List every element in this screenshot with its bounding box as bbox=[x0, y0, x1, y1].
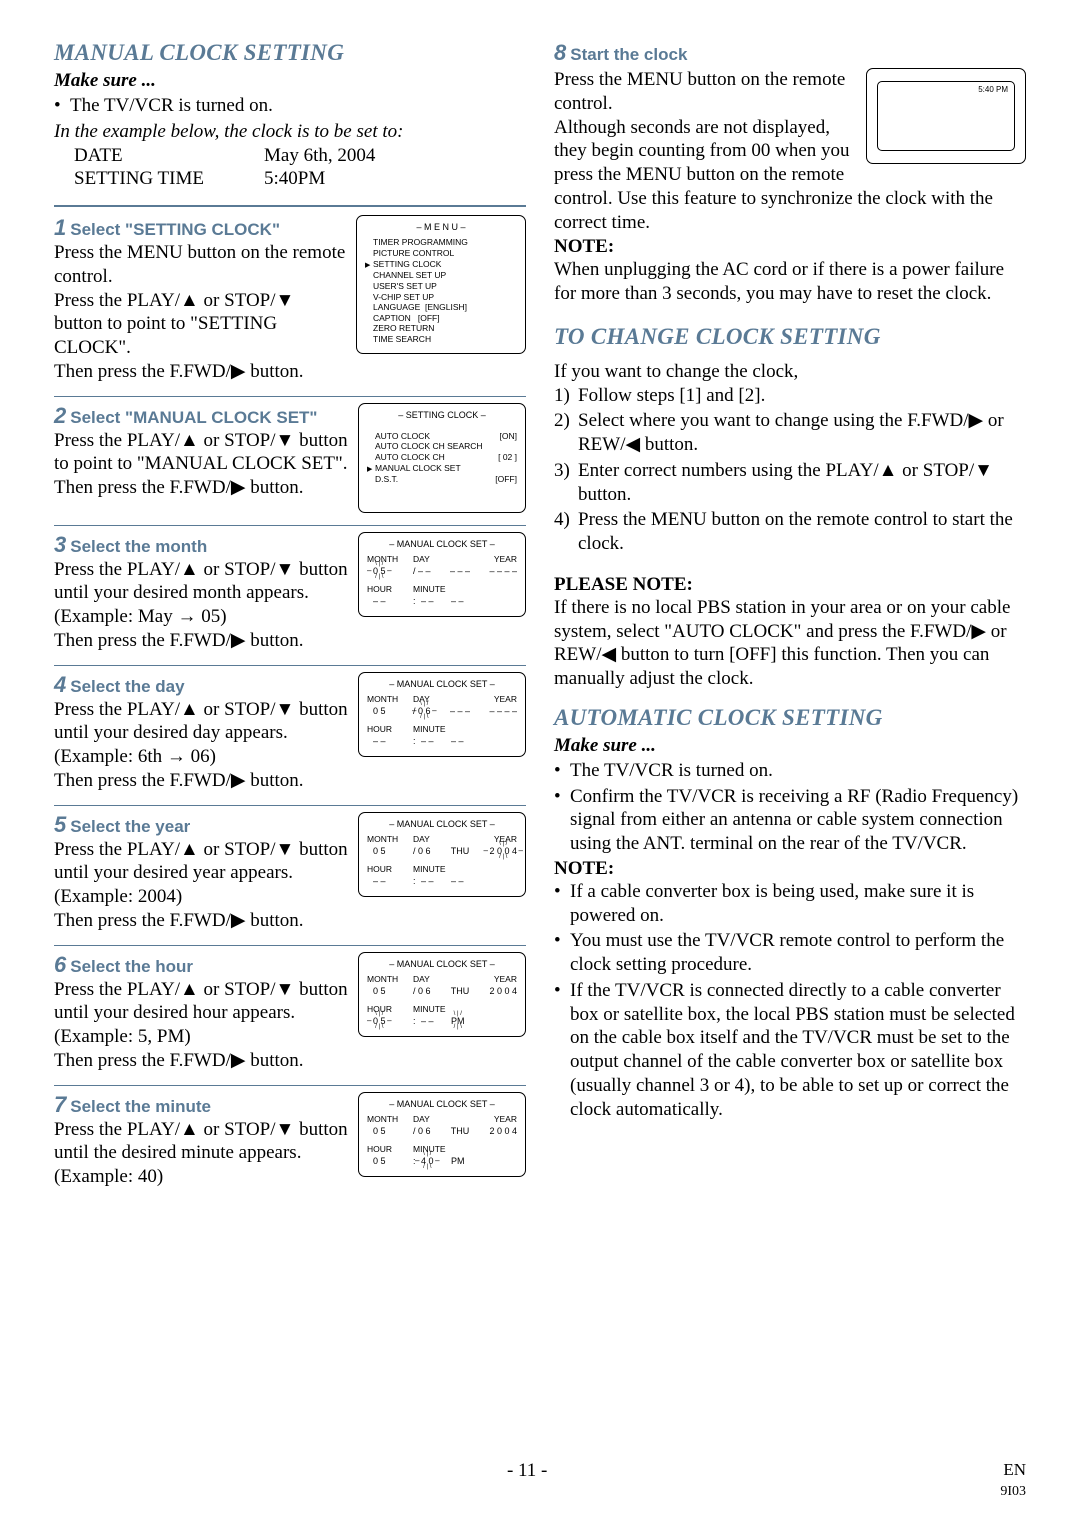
manual-clock-screen: – MANUAL CLOCK SET –MONTHDAYYEAR0 5/ 0 6… bbox=[358, 672, 526, 757]
manual-clock-screen: – MANUAL CLOCK SET –MONTHDAYYEAR0 5/ 0 6… bbox=[358, 952, 526, 1037]
step-label-8: Start the clock bbox=[570, 45, 687, 64]
auto-bullet-1: •The TV/VCR is turned on. bbox=[554, 759, 1026, 783]
note2-bullet-b: •You must use the TV/VCR remote control … bbox=[554, 929, 1026, 977]
step1-l1: Press the MENU button on the remote cont… bbox=[54, 241, 346, 289]
change-steps: 1)Follow steps [1] and [2]. 2)Select whe… bbox=[554, 384, 1026, 556]
step-num-1: 1 bbox=[54, 215, 66, 241]
note-heading: NOTE: bbox=[554, 236, 1026, 258]
change-intro: If you want to change the clock, bbox=[554, 360, 1026, 384]
example-intro: In the example below, the clock is to be… bbox=[54, 120, 526, 144]
date-row: DATEMay 6th, 2004 bbox=[54, 144, 526, 168]
divider bbox=[54, 396, 526, 397]
n2c-text: If the TV/VCR is connected directly to a… bbox=[570, 979, 1026, 1122]
change-step-2: Select where you want to change using th… bbox=[578, 409, 1026, 457]
divider bbox=[54, 205, 526, 207]
please-note-heading: PLEASE NOTE: bbox=[554, 574, 1026, 596]
step-num-8: 8 bbox=[554, 40, 566, 66]
date-value: May 6th, 2004 bbox=[264, 144, 375, 168]
step-label-2: Select "MANUAL CLOCK SET" bbox=[70, 408, 317, 427]
time-value: 5:40PM bbox=[264, 167, 325, 191]
divider bbox=[54, 805, 526, 806]
divider bbox=[54, 1085, 526, 1086]
note-body: When unplugging the AC cord or if there … bbox=[554, 258, 1026, 306]
step-num-2: 2 bbox=[54, 403, 66, 429]
setting-clock-screen: – SETTING CLOCK – AUTO CLOCK[ON]AUTO CLO… bbox=[358, 403, 526, 513]
n2a-text: If a cable converter box is being used, … bbox=[570, 880, 1026, 928]
note-heading-2: NOTE: bbox=[554, 858, 1026, 880]
step1-l2: Press the PLAY/▲ or STOP/▼ button to poi… bbox=[54, 289, 346, 360]
menu-screen: – M E N U – TIMER PROGRAMMINGPICTURE CON… bbox=[356, 215, 526, 354]
page-number: - 11 - bbox=[507, 1460, 547, 1500]
time-label: SETTING TIME bbox=[74, 167, 264, 191]
tv-time: 5:40 PM bbox=[978, 85, 1008, 94]
divider bbox=[54, 665, 526, 666]
note2-bullet-a: •If a cable converter box is being used,… bbox=[554, 880, 1026, 928]
time-row: SETTING TIME5:40PM bbox=[54, 167, 526, 191]
auto-make-sure: Make sure ... bbox=[554, 735, 1026, 757]
auto-b2-text: Confirm the TV/VCR is receiving a RF (Ra… bbox=[570, 785, 1026, 856]
auto-bullet-2: •Confirm the TV/VCR is receiving a RF (R… bbox=[554, 785, 1026, 856]
change-step-1: Follow steps [1] and [2]. bbox=[578, 384, 765, 408]
manual-clock-screen: – MANUAL CLOCK SET –MONTHDAYYEAR0 5/ 0 6… bbox=[358, 812, 526, 897]
step2-l1: Press the PLAY/▲ or STOP/▼ button to poi… bbox=[54, 429, 348, 477]
step2-l2: Then press the F.FWD/▶ button. bbox=[54, 476, 348, 500]
auto-clock-title: AUTOMATIC CLOCK SETTING bbox=[554, 705, 1026, 731]
step-6: 6Select the hourPress the PLAY/▲ or STOP… bbox=[54, 952, 526, 1073]
step8-block: 5:40 PM Press the MENU button on the rem… bbox=[554, 68, 1026, 234]
change-step-3: Enter correct numbers using the PLAY/▲ o… bbox=[578, 459, 1026, 507]
manual-clock-screen: – MANUAL CLOCK SET –MONTHDAYYEAR0 5\ | /… bbox=[358, 532, 526, 617]
manual-clock-screen: – MANUAL CLOCK SET –MONTHDAYYEAR0 5/ 0 6… bbox=[358, 1092, 526, 1177]
step-1: 1Select "SETTING CLOCK" Press the MENU b… bbox=[54, 215, 526, 384]
tv-on-text: The TV/VCR is turned on. bbox=[70, 94, 273, 118]
bullet-tv-on: •The TV/VCR is turned on. bbox=[54, 94, 526, 118]
please-note-body: If there is no local PBS station in your… bbox=[554, 596, 1026, 691]
step-2: 2Select "MANUAL CLOCK SET" Press the PLA… bbox=[54, 403, 526, 513]
step-5: 5Select the yearPress the PLAY/▲ or STOP… bbox=[54, 812, 526, 933]
step-label-1: Select "SETTING CLOCK" bbox=[70, 220, 280, 239]
divider bbox=[54, 945, 526, 946]
setting-clock-title: – SETTING CLOCK – bbox=[367, 410, 517, 421]
tv-screen: 5:40 PM bbox=[866, 68, 1026, 164]
step-3: 3Select the monthPress the PLAY/▲ or STO… bbox=[54, 532, 526, 653]
step-4: 4Select the dayPress the PLAY/▲ or STOP/… bbox=[54, 672, 526, 793]
make-sure: Make sure ... bbox=[54, 70, 526, 92]
divider bbox=[54, 525, 526, 526]
lang-code: EN bbox=[1003, 1460, 1026, 1479]
step1-l3: Then press the F.FWD/▶ button. bbox=[54, 360, 346, 384]
note2-bullet-c: •If the TV/VCR is connected directly to … bbox=[554, 979, 1026, 1122]
date-label: DATE bbox=[74, 144, 264, 168]
page-footer: - 11 - EN 9I03 bbox=[0, 1460, 1080, 1500]
auto-b1-text: The TV/VCR is turned on. bbox=[570, 759, 773, 783]
n2b-text: You must use the TV/VCR remote control t… bbox=[570, 929, 1026, 977]
doc-code: 9I03 bbox=[1000, 1484, 1026, 1499]
change-step-4: Press the MENU button on the remote cont… bbox=[578, 508, 1026, 556]
manual-clock-title: MANUAL CLOCK SETTING bbox=[54, 40, 526, 66]
menu-title: – M E N U – bbox=[365, 222, 517, 233]
change-clock-title: TO CHANGE CLOCK SETTING bbox=[554, 324, 1026, 350]
step-7: 7Select the minutePress the PLAY/▲ or ST… bbox=[54, 1092, 526, 1189]
